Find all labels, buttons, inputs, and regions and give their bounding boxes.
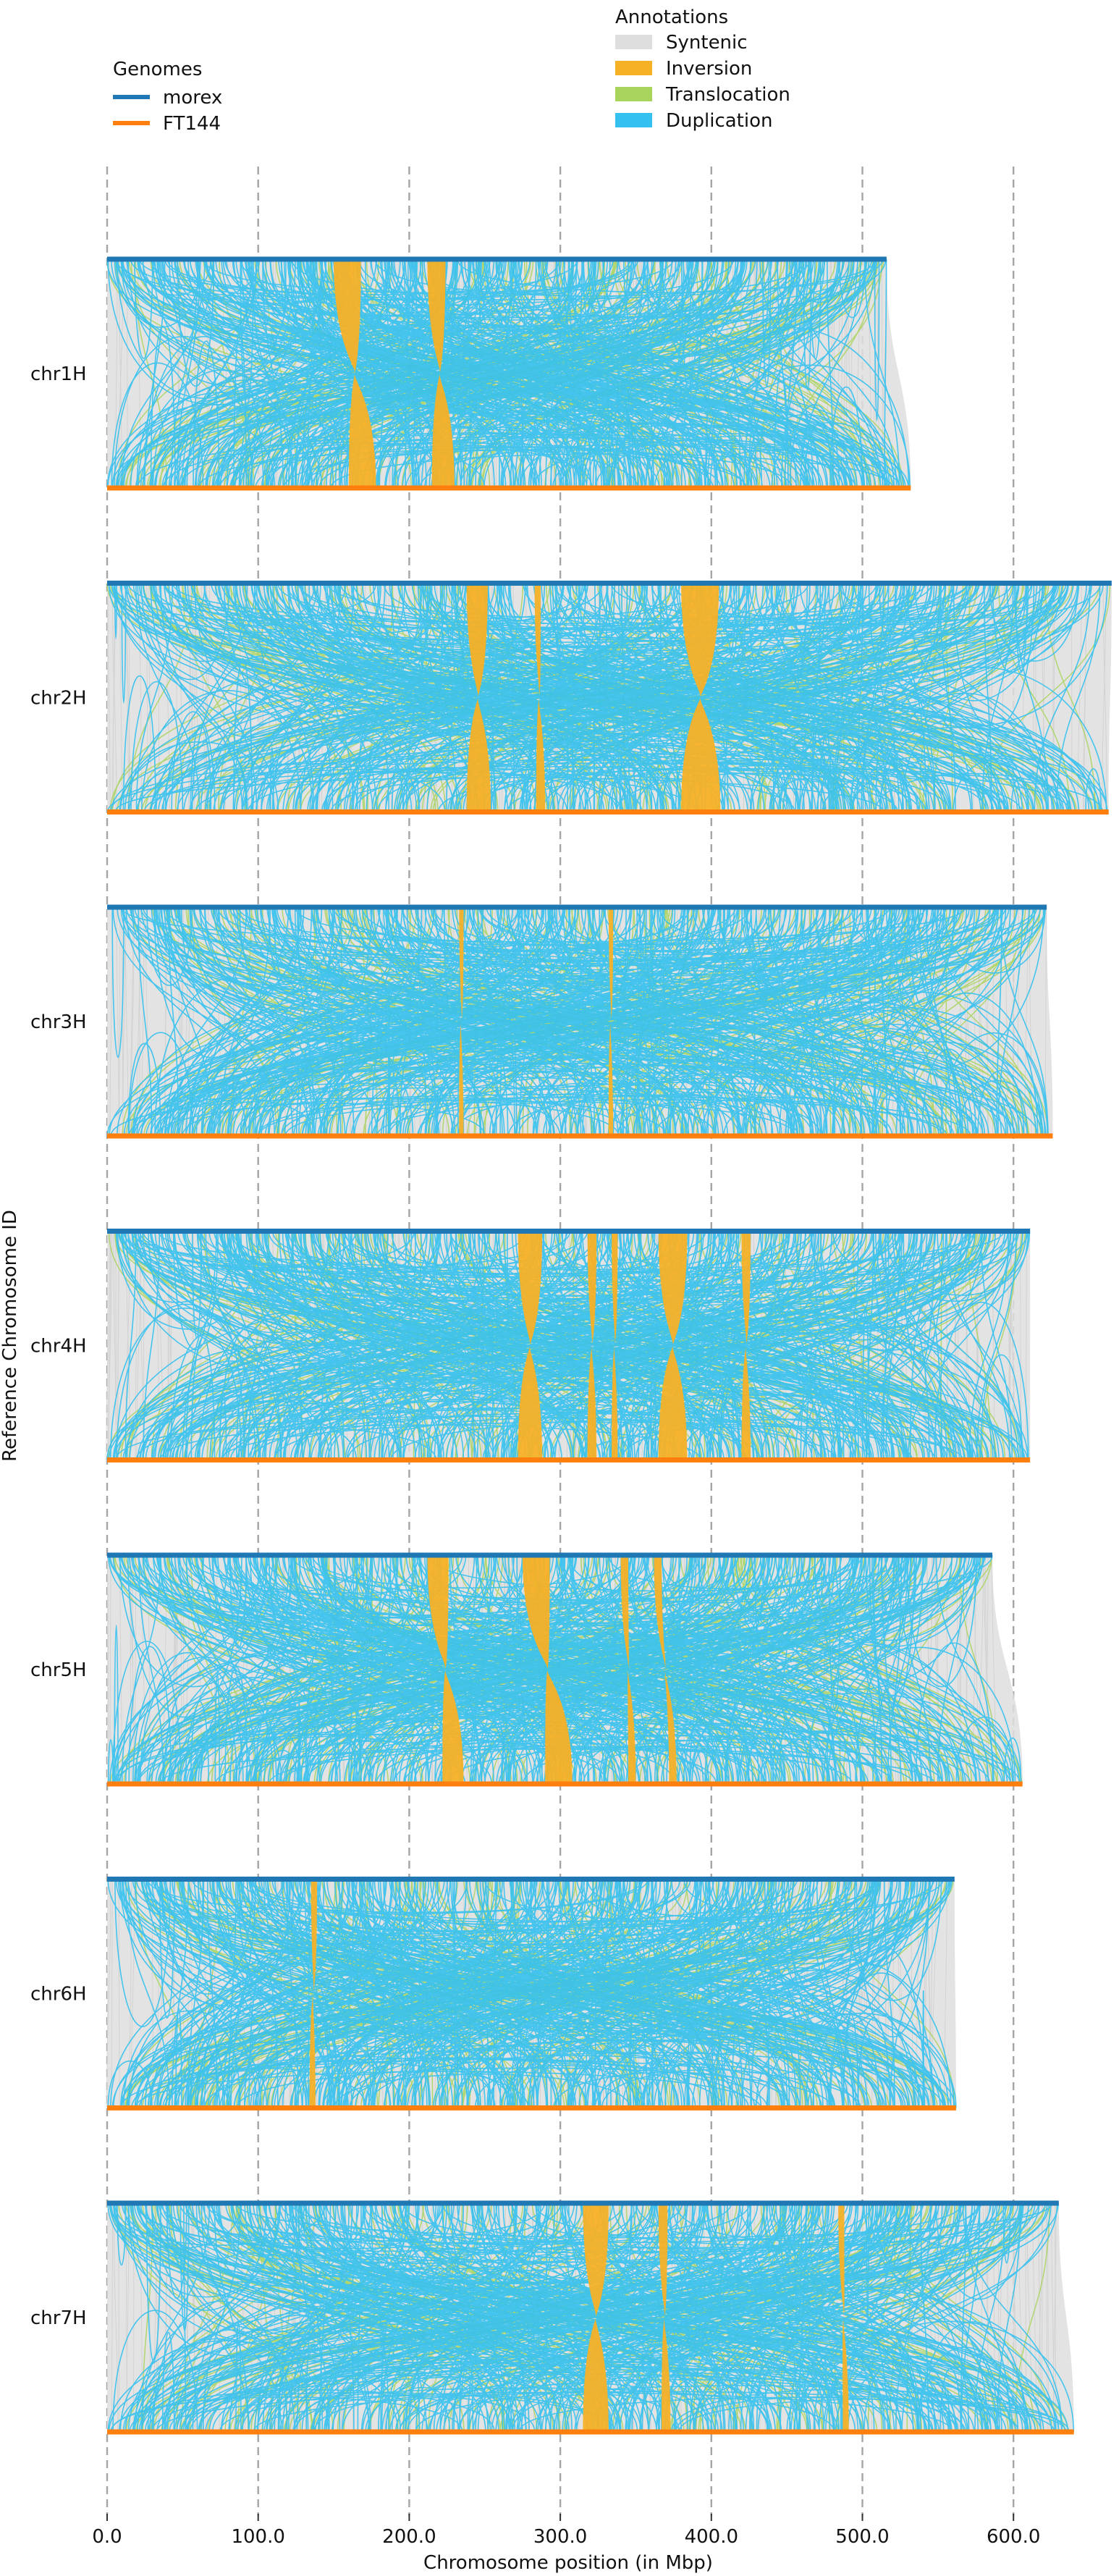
- inversion-ribbon: [534, 583, 546, 812]
- inversion-ribbon: [522, 1555, 573, 1784]
- legend-inversion-swatch: [615, 61, 652, 75]
- legend-translocation-swatch: [615, 87, 652, 101]
- x-tick-label: 300.0: [533, 2526, 587, 2548]
- x-tick-label: 500.0: [835, 2526, 889, 2548]
- inversion-ribbon: [334, 259, 376, 488]
- duplication-links: [106, 906, 1049, 1137]
- x-axis-label: Chromosome position (in Mbp): [423, 2552, 713, 2574]
- chromosome-label-chr2H: chr2H: [30, 688, 87, 710]
- x-axis-ticks: 0.0 100.0 200.0 300.0 400.0 500.0 600.0: [92, 2514, 1040, 2548]
- chromosome-panels: chr1H chr2H chr3H chr4H chr5H chr6H chr7H: [30, 256, 1112, 2435]
- inversion-ribbon: [459, 907, 464, 1136]
- inversion-ribbon: [309, 1879, 318, 2108]
- legend-translocation-label: Translocation: [665, 84, 790, 106]
- inversion-ribbon: [612, 1231, 618, 1460]
- inversion-ribbon: [608, 907, 614, 1136]
- x-tick-label: 400.0: [685, 2526, 738, 2548]
- inversion-ribbon: [658, 1231, 688, 1460]
- legend-inversion-label: Inversion: [666, 58, 752, 80]
- inversion-links: [459, 907, 614, 1136]
- chromosome-panel-chr3H: chr3H: [30, 904, 1053, 1139]
- legend-syntenic-label: Syntenic: [666, 32, 748, 54]
- annotations-legend-title: Annotations: [615, 7, 728, 28]
- chromosome-panel-chr2H: chr2H: [30, 581, 1112, 815]
- chromosome-panel-chr5H: chr5H: [30, 1552, 1023, 1787]
- legend-duplication-swatch: [615, 113, 652, 127]
- inversion-links: [518, 1231, 751, 1460]
- x-tick-label: 200.0: [382, 2526, 436, 2548]
- inversion-links: [583, 2203, 849, 2432]
- chromosome-label-chr4H: chr4H: [30, 1336, 87, 1358]
- inversion-ribbon: [658, 2203, 671, 2432]
- x-tick-label: 600.0: [987, 2526, 1040, 2548]
- x-tick-label: 0.0: [92, 2526, 122, 2548]
- chromosome-label-chr5H: chr5H: [30, 1659, 87, 1681]
- genomes-legend: Genomes morex FT144: [113, 59, 222, 135]
- chromosome-panel-chr1H: chr1H: [30, 256, 911, 491]
- chromosome-panel-chr7H: chr7H: [30, 2200, 1075, 2435]
- chromosome-panel-chr4H: chr4H: [30, 1229, 1031, 1462]
- inversion-links: [427, 1555, 677, 1784]
- inversion-ribbon: [741, 1231, 751, 1460]
- chromosome-panel-chr6H: chr6H: [30, 1877, 957, 2110]
- x-tick-label: 100.0: [231, 2526, 284, 2548]
- chromosome-label-chr7H: chr7H: [30, 2307, 87, 2329]
- legend-ft144-label: FT144: [163, 113, 221, 135]
- inversion-ribbon: [583, 2203, 609, 2432]
- inversion-ribbon: [838, 2203, 849, 2432]
- inversion-links: [334, 259, 455, 488]
- duplication-links: [107, 583, 1108, 812]
- genomes-legend-title: Genomes: [113, 59, 202, 80]
- inversion-ribbon: [654, 1555, 677, 1784]
- inversion-ribbon: [427, 259, 455, 488]
- inversion-ribbon: [620, 1555, 636, 1784]
- duplication-links: [107, 1554, 1022, 1785]
- duplication-links: [107, 1879, 957, 2108]
- inversion-links: [309, 1879, 318, 2108]
- inversion-ribbon: [466, 583, 491, 812]
- inversion-ribbon: [681, 583, 721, 812]
- inversion-ribbon: [587, 1231, 597, 1460]
- y-axis-label: Reference Chromosome ID: [0, 1210, 21, 1462]
- inversion-ribbon: [518, 1231, 543, 1460]
- legend-duplication-label: Duplication: [666, 110, 772, 132]
- inversion-ribbon: [427, 1555, 464, 1784]
- legend-morex-label: morex: [163, 87, 222, 109]
- legend-syntenic-swatch: [615, 35, 652, 49]
- inversion-links: [466, 583, 721, 812]
- chromosome-label-chr3H: chr3H: [30, 1011, 87, 1033]
- annotations-legend: Annotations Syntenic Inversion Transloca…: [615, 7, 790, 132]
- chromosome-label-chr6H: chr6H: [30, 1984, 87, 2005]
- chromosome-label-chr1H: chr1H: [30, 363, 87, 385]
